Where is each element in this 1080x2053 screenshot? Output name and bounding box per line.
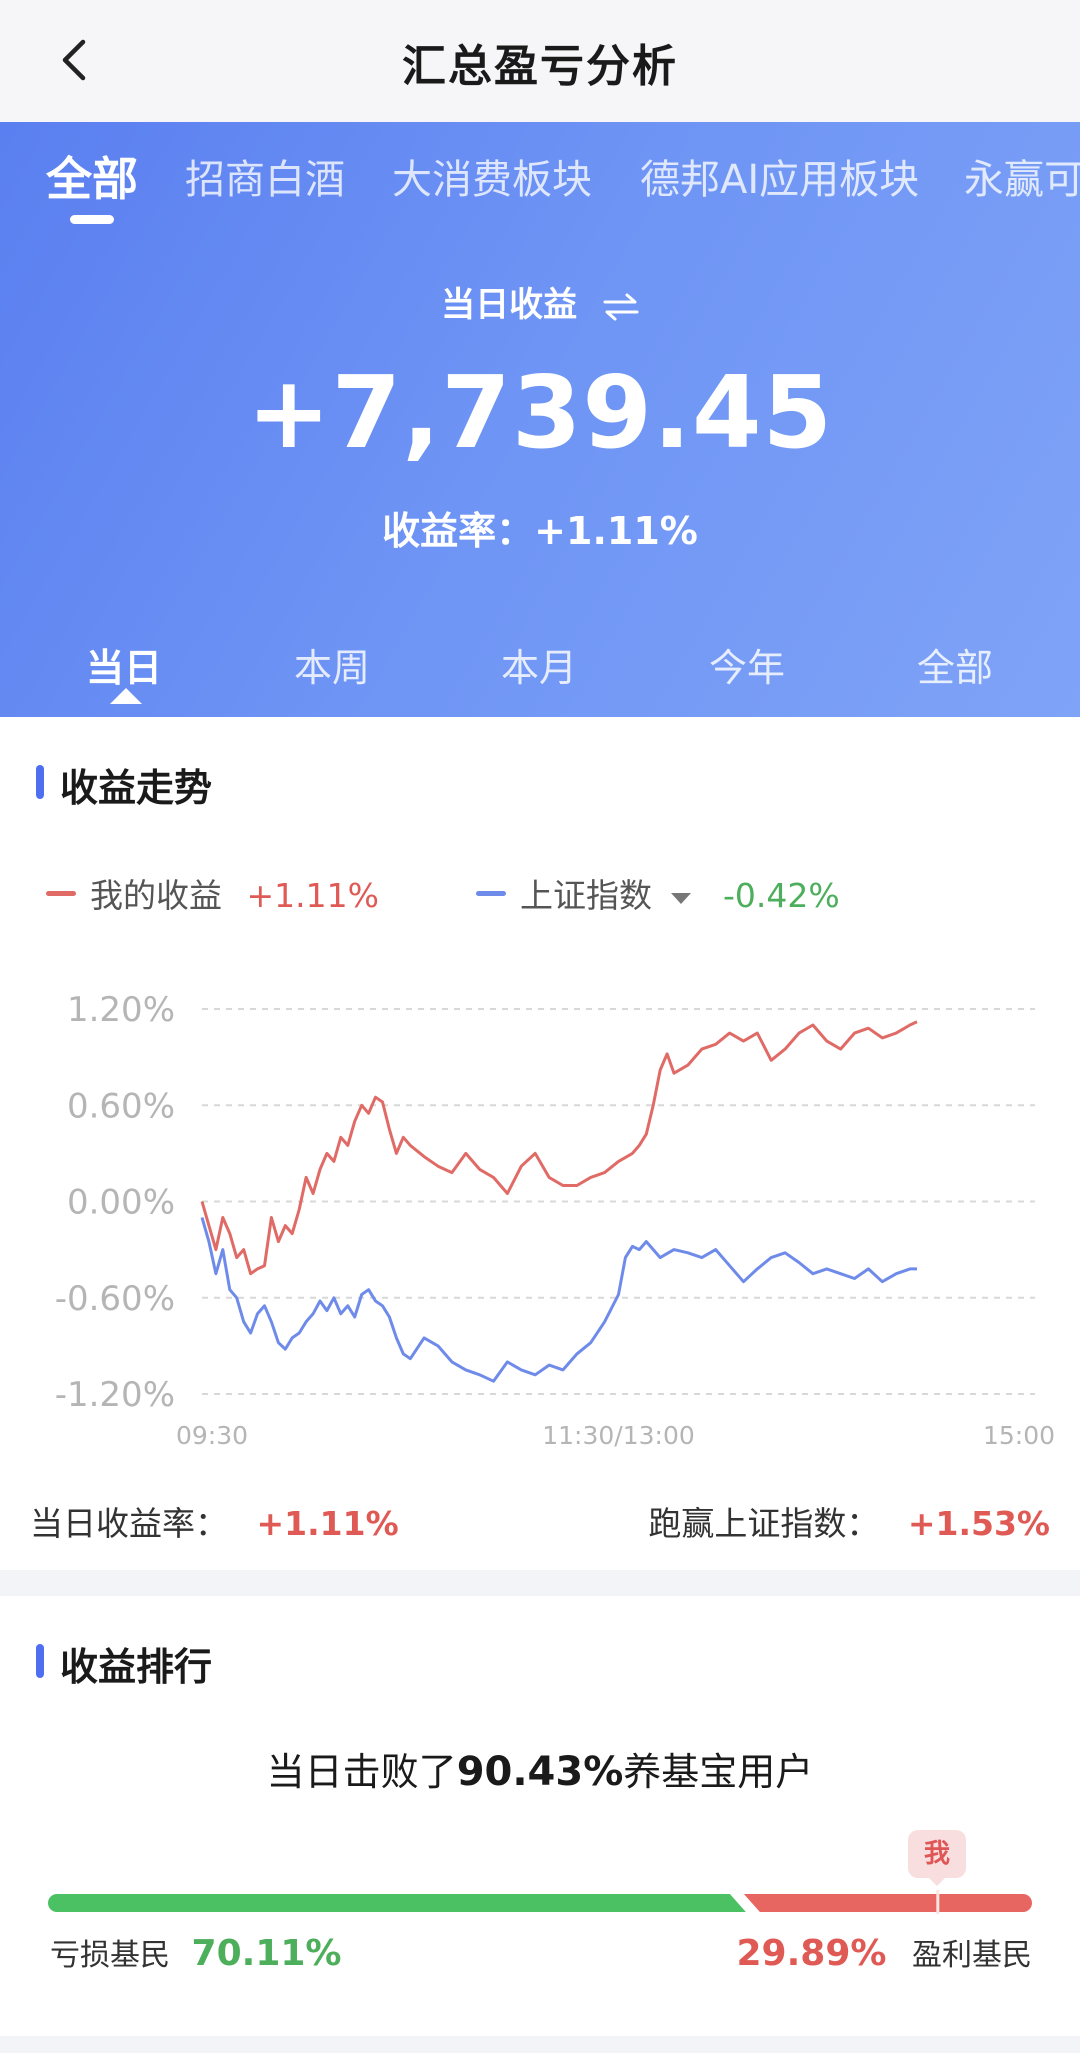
beat-index-stat: 跑赢上证指数： +1.53%	[648, 1497, 1050, 1545]
income-rate-value: +1.11%	[534, 509, 698, 553]
x-tick-label: 11:30/13:00	[542, 1421, 695, 1447]
income-type-label: 当日收益	[441, 285, 578, 325]
rank-text-suffix: 养基宝用户	[623, 1750, 814, 1794]
period-tabs: 当日 本周 本月 今年 全部	[0, 637, 1080, 717]
tab-portfolio-baijiu[interactable]: 招商白酒	[185, 157, 345, 203]
me-marker-line	[936, 1890, 940, 1914]
x-tick-label: 09:30	[176, 1421, 248, 1447]
summary-header: 全部 招商白酒 大消费板块 德邦AI应用板块 永赢可 当日收益 +7,739.4…	[0, 122, 1080, 717]
section-title-trend: 收益走势	[36, 757, 212, 812]
y-tick-label: 1.20%	[67, 990, 175, 1030]
series-line-mine	[200, 1020, 918, 1276]
tab-period-week[interactable]: 本周	[293, 646, 370, 690]
triangle-down-icon	[670, 892, 691, 904]
rank-text-prefix: 当日击败了	[266, 1750, 457, 1794]
section-title-rank: 收益排行	[36, 1636, 212, 1691]
legend-mine-value: +1.11%	[246, 876, 379, 915]
y-tick-label: 0.00%	[67, 1183, 175, 1223]
daily-rate-stat: 当日收益率： +1.11%	[30, 1497, 399, 1545]
active-tab-indicator	[70, 215, 114, 224]
daily-rate-label: 当日收益率：	[30, 1504, 228, 1543]
profit-users-label: 29.89% 盈利基民	[737, 1930, 1033, 1974]
me-marker-arrow	[927, 1876, 947, 1886]
loss-pct: 70.11%	[191, 1933, 342, 1974]
portfolio-tabs: 全部 招商白酒 大消费板块 德邦AI应用板块 永赢可	[0, 147, 1080, 237]
legend-mine-label: 我的收益	[90, 876, 222, 915]
tab-portfolio-consumer[interactable]: 大消费板块	[392, 157, 592, 203]
rank-distribution-bar	[48, 1890, 1032, 1914]
y-tick-label: 0.60%	[67, 1086, 175, 1126]
income-rate-label: 收益率：	[382, 509, 535, 553]
tab-portfolio-yongying[interactable]: 永赢可	[964, 157, 1080, 203]
legend-index-value: -0.42%	[723, 876, 840, 915]
section-title-trend-text: 收益走势	[60, 766, 213, 810]
tab-portfolio-all[interactable]: 全部	[46, 152, 138, 206]
beat-index-label: 跑赢上证指数：	[648, 1504, 880, 1543]
legend-swatch-index	[476, 891, 506, 896]
income-trend-card: 收益走势 我的收益 +1.11% 上证指数 -0.42% 1.20% 0.60% 0…	[0, 717, 1080, 1570]
tab-period-all[interactable]: 全部	[916, 646, 993, 690]
period-tab-pointer	[110, 688, 142, 704]
y-tick-label: -1.20%	[55, 1375, 175, 1415]
tab-period-day[interactable]: 当日	[85, 646, 162, 690]
me-marker-badge: 我	[908, 1830, 966, 1878]
rank-summary: 当日击败了90.43%养基宝用户	[0, 1741, 1080, 1796]
loss-users-label: 亏损基民 70.11%	[50, 1930, 342, 1974]
legend-swatch-mine	[46, 891, 76, 896]
page-title: 汇总盈亏分析	[402, 41, 678, 92]
rank-bar-loss-segment	[48, 1894, 746, 1912]
legend-index-label: 上证指数	[520, 876, 652, 915]
beat-index-value: +1.53%	[907, 1504, 1050, 1543]
y-tick-label: -0.60%	[55, 1279, 175, 1319]
income-rate: 收益率：+1.11%	[0, 500, 1080, 555]
daily-income-value: +7,739.45	[246, 354, 834, 471]
daily-rate-value: +1.11%	[256, 1504, 399, 1543]
profit-label: 盈利基民	[912, 1938, 1032, 1973]
series-line-index	[200, 1217, 917, 1383]
loss-label: 亏损基民	[50, 1938, 170, 1973]
section-accent-bar	[36, 1644, 44, 1678]
nav-bar: 汇总盈亏分析	[0, 0, 1080, 122]
rank-bar-profit-segment	[743, 1894, 1032, 1912]
income-type-toggle[interactable]: 当日收益	[0, 277, 1080, 326]
tab-portfolio-ai[interactable]: 德邦AI应用板块	[640, 157, 920, 203]
back-button[interactable]	[44, 30, 104, 90]
income-trend-chart: 1.20% 0.60% 0.00% -0.60% -1.20%09:30 11:30/13…	[55, 990, 1055, 1447]
profit-pct: 29.89%	[736, 1933, 887, 1974]
swap-arrows-icon	[603, 293, 639, 320]
legend-item-mine: 我的收益 +1.11%	[46, 869, 379, 917]
section-title-rank-text: 收益排行	[60, 1645, 213, 1689]
x-tick-label: 15:00	[983, 1421, 1055, 1447]
income-rank-card: 收益排行 当日击败了90.43%养基宝用户	[0, 1596, 1080, 2036]
section-accent-bar	[36, 765, 44, 799]
legend-item-index[interactable]: 上证指数 -0.42%	[476, 869, 840, 917]
rank-text-highlight: 90.43%	[456, 1749, 624, 1795]
tab-period-month[interactable]: 本月	[500, 646, 577, 690]
tab-period-year[interactable]: 今年	[708, 646, 785, 690]
chevron-left-icon	[62, 39, 86, 81]
